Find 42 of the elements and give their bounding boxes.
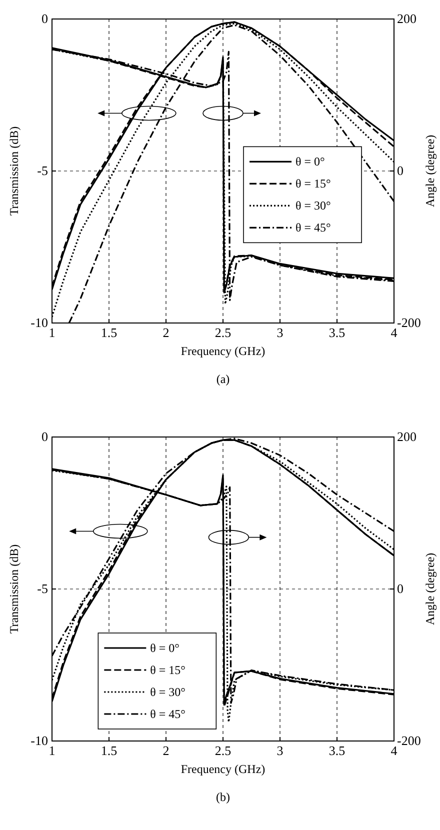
x-tick-label: 4 bbox=[390, 325, 398, 340]
y-tick-label: 0 bbox=[42, 11, 48, 26]
x-tick-label: 1 bbox=[48, 743, 56, 758]
y2-tick-label: -200 bbox=[397, 733, 421, 748]
y2-axis-title: Angle (degree) bbox=[423, 134, 437, 208]
legend-label: θ = 30° bbox=[150, 685, 186, 699]
legend-label: θ = 15° bbox=[296, 176, 332, 191]
legend-label: θ = 45° bbox=[150, 707, 186, 721]
x-tick-label: 3.5 bbox=[328, 743, 346, 758]
x-tick-label: 1.5 bbox=[100, 325, 118, 340]
y-tick-label: -5 bbox=[37, 581, 48, 596]
y2-axis-title: Angle (degree) bbox=[423, 552, 437, 626]
x-tick-label: 3 bbox=[276, 743, 284, 758]
text: (a) bbox=[216, 372, 230, 386]
x-tick-label: 1.5 bbox=[100, 743, 118, 758]
y-tick-label: -10 bbox=[30, 733, 48, 748]
x-tick-label: 2 bbox=[162, 743, 170, 758]
legend-label: θ = 15° bbox=[150, 663, 186, 677]
y-tick-label: -10 bbox=[30, 315, 48, 330]
y2-tick-label: 0 bbox=[397, 163, 404, 178]
y2-tick-label: 200 bbox=[397, 11, 416, 26]
legend-label: θ = 30° bbox=[296, 198, 332, 213]
legend-label: θ = 45° bbox=[296, 220, 332, 235]
x-tick-label: 2.5 bbox=[214, 743, 232, 758]
y-axis-title: Transmission (dB) bbox=[7, 544, 21, 634]
x-tick-label: 2 bbox=[162, 325, 170, 340]
y2-tick-label: -200 bbox=[397, 315, 421, 330]
legend-label: θ = 0° bbox=[150, 641, 180, 655]
y2-tick-label: 200 bbox=[397, 429, 416, 444]
x-tick-label: 3.5 bbox=[328, 325, 346, 340]
y-axis-title: Transmission (dB) bbox=[7, 126, 21, 216]
x-axis-title: Frequency (GHz) bbox=[180, 762, 266, 776]
x-tick-label: 3 bbox=[276, 325, 284, 340]
legend-label: θ = 0° bbox=[296, 154, 326, 169]
x-axis-title: Frequency (GHz) bbox=[180, 344, 266, 358]
x-tick-label: 1 bbox=[48, 325, 56, 340]
x-tick-label: 4 bbox=[390, 743, 398, 758]
y-tick-label: -5 bbox=[37, 163, 48, 178]
x-tick-label: 2.5 bbox=[214, 325, 232, 340]
text: (b) bbox=[216, 790, 230, 804]
y-tick-label: 0 bbox=[42, 429, 48, 444]
y2-tick-label: 0 bbox=[397, 581, 404, 596]
